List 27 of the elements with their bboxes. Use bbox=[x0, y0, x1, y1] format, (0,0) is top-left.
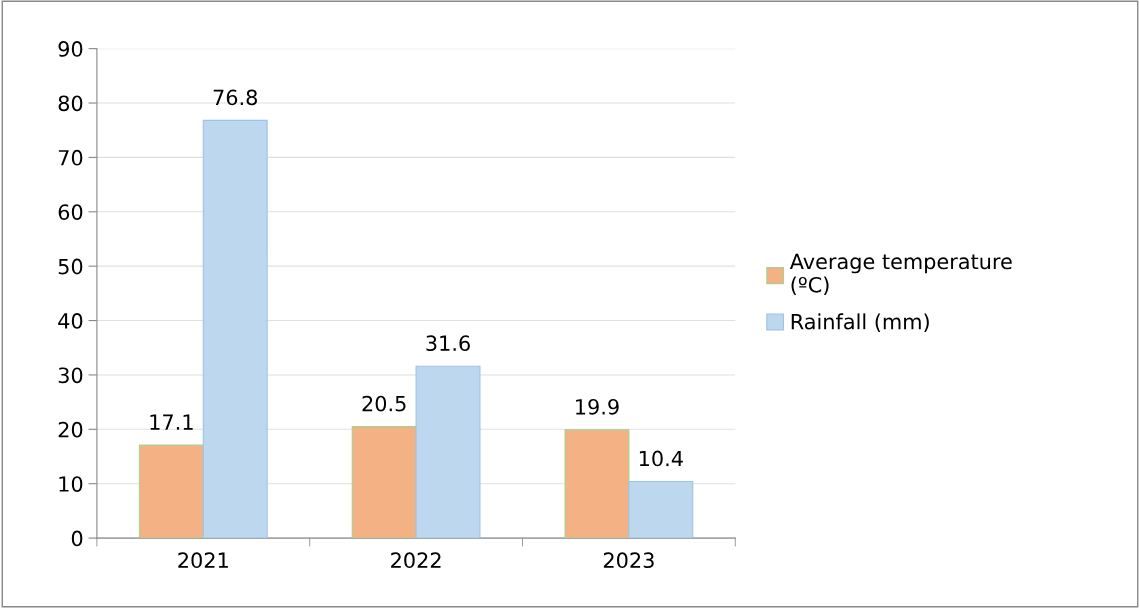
bar bbox=[351, 426, 417, 539]
y-tick-label: 50 bbox=[58, 258, 83, 275]
bar bbox=[138, 444, 204, 539]
bar bbox=[564, 429, 630, 539]
legend-label: Rainfall (mm) bbox=[791, 313, 929, 332]
bar bbox=[415, 365, 481, 539]
y-tick-label: 10 bbox=[59, 476, 83, 492]
y-tick-label: 20 bbox=[58, 421, 83, 438]
y-tick-label: 90 bbox=[58, 41, 83, 57]
y-tick-label: 0 bbox=[71, 530, 83, 547]
x-tick-label: 2021 bbox=[178, 552, 228, 569]
y-tick-label: 40 bbox=[58, 313, 83, 329]
legend-label: Average temperature (ºC) bbox=[789, 253, 1012, 296]
y-tick-label: 30 bbox=[58, 367, 83, 384]
data-label: 31.6 bbox=[426, 335, 470, 352]
y-tick-label: 60 bbox=[58, 204, 83, 220]
data-label: 20.5 bbox=[362, 395, 406, 412]
data-label: 19.9 bbox=[576, 398, 619, 415]
y-tick-label: 80 bbox=[58, 95, 83, 112]
data-label: 76.8 bbox=[213, 89, 257, 106]
data-label: 17.1 bbox=[150, 414, 193, 430]
y-tick-label: 70 bbox=[58, 149, 83, 166]
x-tick-label: 2023 bbox=[603, 552, 654, 569]
x-tick-label: 2022 bbox=[391, 552, 441, 569]
bar bbox=[628, 480, 694, 539]
bar bbox=[202, 119, 268, 539]
data-label: 10.4 bbox=[639, 450, 683, 467]
